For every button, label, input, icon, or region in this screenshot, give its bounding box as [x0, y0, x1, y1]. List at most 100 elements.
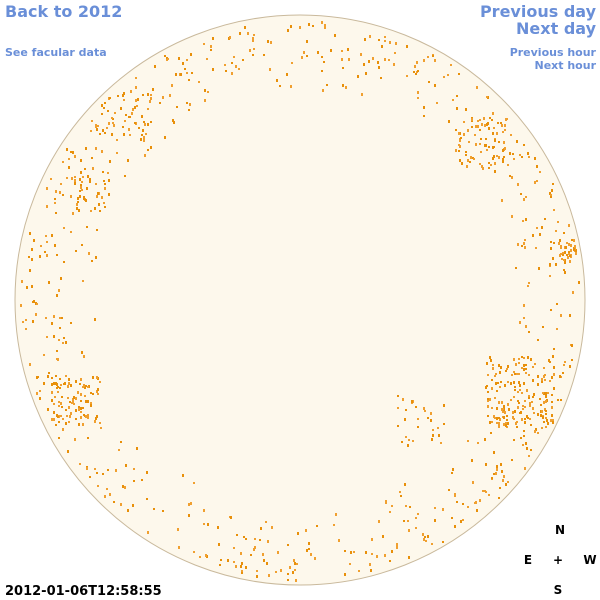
facular-spot [55, 375, 57, 377]
facular-spot [271, 526, 273, 529]
facular-spot [220, 559, 222, 561]
facular-spot [440, 442, 442, 444]
facular-spot [500, 367, 502, 369]
previous-day-link[interactable]: Previous day [480, 2, 597, 21]
facular-spot [159, 102, 161, 104]
facular-spot [405, 409, 407, 411]
facular-spot [62, 342, 64, 344]
facular-spot [459, 138, 461, 141]
facular-spot [101, 196, 103, 199]
facular-spot [178, 57, 180, 60]
facular-spot [430, 419, 432, 422]
facular-spot [523, 435, 525, 437]
facular-spot [84, 395, 86, 397]
facular-spot [122, 485, 124, 488]
facular-link[interactable]: See facular data [5, 46, 107, 59]
facular-spot [485, 463, 487, 466]
facular-spot [97, 125, 99, 127]
facular-spot [500, 122, 502, 124]
facular-spot [524, 467, 526, 470]
facular-spot [481, 123, 483, 126]
facular-spot [62, 428, 64, 431]
back-link[interactable]: Back to 2012 [5, 2, 122, 21]
facular-spot [525, 218, 527, 221]
facular-spot [321, 21, 323, 24]
facular-spot [279, 85, 281, 87]
facular-spot [566, 242, 568, 244]
facular-spot [29, 232, 31, 235]
facular-spot [510, 382, 512, 385]
facular-spot [406, 45, 408, 48]
facular-spot [397, 407, 399, 409]
facular-spot [537, 383, 539, 386]
facular-spot [120, 441, 122, 443]
facular-spot [141, 134, 143, 136]
facular-spot [75, 409, 77, 412]
facular-spot [62, 418, 64, 420]
facular-spot [547, 392, 549, 394]
facular-spot [537, 339, 539, 341]
facular-spot [127, 159, 129, 162]
facular-spot [51, 391, 53, 394]
facular-spot [43, 354, 45, 356]
facular-spot [488, 127, 490, 130]
facular-spot [414, 65, 416, 68]
facular-spot [541, 381, 543, 383]
facular-spot [487, 405, 489, 408]
facular-spot [78, 408, 80, 411]
facular-spot [486, 362, 488, 365]
facular-spot [299, 26, 301, 29]
facular-spot [517, 243, 519, 246]
facular-spot [29, 363, 31, 366]
facular-spot [117, 95, 119, 97]
facular-spot [544, 379, 546, 381]
facular-spot [507, 164, 509, 166]
facular-spot [458, 144, 460, 146]
next-hour-link[interactable]: Next hour [535, 59, 597, 72]
facular-spot [534, 363, 536, 365]
facular-spot [51, 418, 53, 421]
facular-spot [314, 557, 316, 560]
facular-spot [463, 121, 465, 123]
facular-spot [454, 525, 456, 528]
facular-spot [434, 59, 436, 62]
facular-spot [483, 117, 485, 120]
facular-spot [486, 385, 488, 387]
facular-spot [56, 350, 58, 352]
facular-spot [198, 81, 200, 83]
facular-spot [227, 559, 229, 562]
facular-spot [99, 210, 101, 212]
facular-spot [532, 366, 534, 368]
facular-spot [493, 473, 495, 475]
facular-spot [95, 256, 97, 259]
facular-spot [491, 379, 493, 381]
facular-spot [69, 401, 71, 403]
facular-spot [78, 209, 80, 212]
facular-spot [409, 506, 411, 508]
facular-spot [474, 134, 476, 136]
facular-spot [427, 535, 429, 538]
facular-spot [501, 401, 503, 404]
facular-spot [550, 309, 552, 311]
compass-center: + [553, 553, 563, 567]
facular-spot [378, 39, 380, 41]
facular-spot [488, 162, 490, 164]
facular-spot [496, 465, 498, 468]
facular-spot [193, 551, 195, 553]
facular-spot [493, 127, 495, 129]
facular-spot [78, 406, 80, 409]
facular-spot [90, 392, 92, 394]
previous-hour-link[interactable]: Previous hour [510, 46, 597, 59]
facular-spot [60, 415, 62, 417]
facular-spot [94, 420, 96, 423]
facular-spot [536, 227, 538, 229]
facular-spot [235, 65, 237, 68]
facular-spot [463, 133, 465, 136]
facular-spot [522, 405, 524, 407]
facular-spot [90, 210, 92, 212]
facular-spot [177, 528, 179, 531]
facular-spot [530, 358, 532, 361]
next-day-link[interactable]: Next day [516, 19, 597, 38]
facular-spot [72, 151, 74, 154]
facular-spot [487, 399, 489, 402]
